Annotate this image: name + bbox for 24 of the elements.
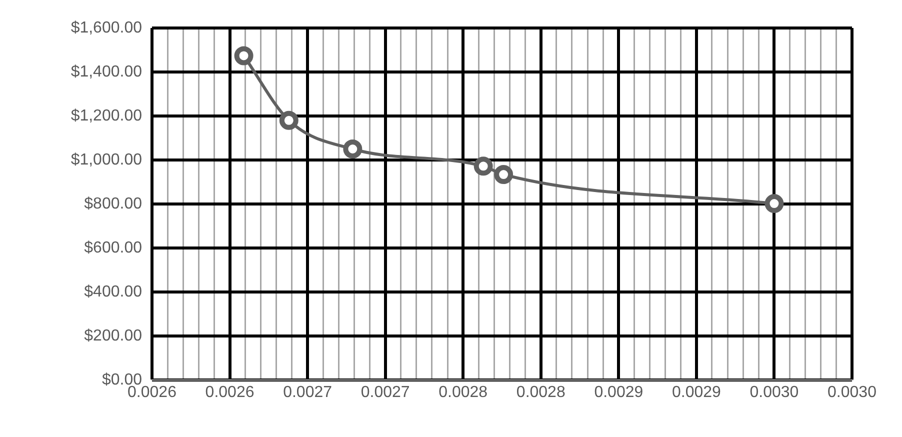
x-tick-label: 0.0027 — [283, 384, 332, 402]
x-tick-label: 0.0030 — [828, 384, 877, 402]
y-tick-label: $800.00 — [84, 195, 142, 212]
y-tick-label: $1,200.00 — [70, 107, 142, 124]
x-tick-label: 0.0027 — [360, 384, 410, 402]
y-tick-label: $1,400.00 — [70, 63, 142, 80]
x-tick-label: 0.0028 — [516, 384, 566, 402]
x-tick-label: 0.0029 — [594, 384, 644, 402]
x-tick-label: 0.0028 — [438, 384, 488, 402]
y-tick-label: $600.00 — [84, 239, 142, 256]
point — [474, 156, 493, 176]
y-tick-label: $200.00 — [84, 327, 142, 344]
x-tick-label: 0.0029 — [672, 384, 722, 402]
x-tick-label: 0.0030 — [750, 384, 799, 402]
point — [279, 110, 298, 130]
x-tick-label: 0.0026 — [205, 384, 254, 402]
y-tick-label: $1,600.00 — [70, 19, 142, 36]
point — [764, 194, 784, 214]
point — [343, 140, 362, 158]
y-tick-label: $400.00 — [84, 283, 142, 300]
y-tick-label: $1,000.00 — [70, 151, 142, 168]
point — [234, 46, 254, 66]
x-tick-label: 0.0026 — [128, 384, 177, 402]
point — [494, 165, 514, 184]
